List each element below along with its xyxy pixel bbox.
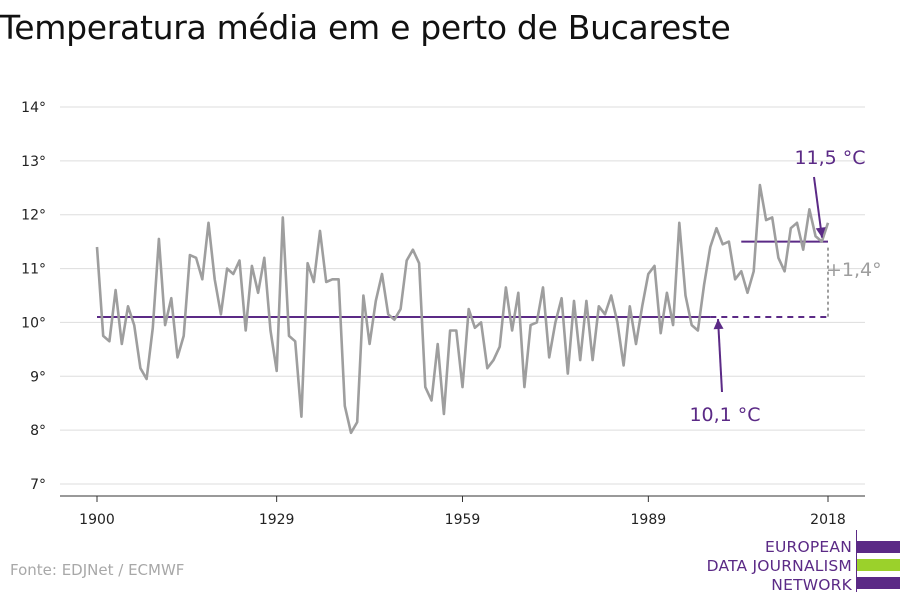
x-tick-label: 1959 [445,512,481,528]
x-tick-label: 2018 [810,512,846,528]
recent-mean-label: 11,5 °C [794,147,865,169]
y-tick-label: 12° [21,208,46,224]
y-tick-label: 7° [30,477,46,493]
temperature-series-line [95,183,830,435]
baseline-mean-label: 10,1 °C [689,404,760,426]
logo-line-2: DATA JOURNALISM [706,557,852,575]
chart-title: Temperatura média em e perto de Bucarest… [0,8,731,47]
x-tick-label: 1900 [79,512,115,528]
arrow-baseline-mean-head [713,319,724,330]
source-credit: Fonte: EDJNet / ECMWF [10,561,185,579]
y-tick-label: 13° [21,154,46,170]
logo-line-3: NETWORK [771,576,852,594]
arrow-recent-mean-head [815,227,826,238]
y-tick-label: 11° [21,262,46,278]
x-tick-label: 1989 [631,512,667,528]
logo-line-1: EUROPEAN [764,538,852,556]
logo-bar-purple-1 [857,541,900,553]
y-tick-label: 8° [30,423,46,439]
x-tick-label: 1929 [259,512,295,528]
y-tick-label: 9° [30,369,46,385]
logo-bar-purple-2 [857,577,900,589]
arrow-baseline-mean-shaft [717,318,723,393]
arrow-recent-mean-shaft [813,176,823,238]
edjnet-logo: EUROPEAN DATA JOURNALISM NETWORK [700,530,900,596]
y-tick-label: 10° [21,315,46,331]
logo-divider [856,530,857,592]
y-tick-label: 14° [21,100,46,116]
logo-bar-green [857,559,900,571]
difference-label: +1,4° [826,259,882,281]
